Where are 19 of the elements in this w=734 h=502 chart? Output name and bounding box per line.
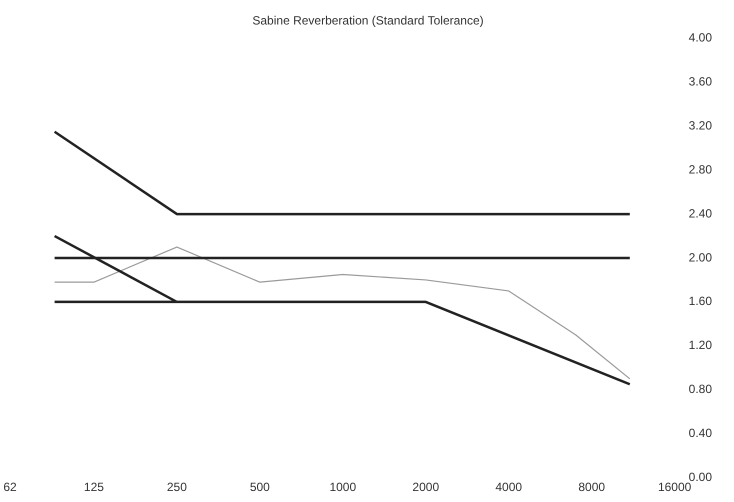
y-tick-label: 1.20 <box>688 338 712 352</box>
x-tick-label: 125 <box>84 480 104 494</box>
y-tick-label: 0.40 <box>688 426 712 440</box>
y-tick-label: 3.20 <box>688 118 712 133</box>
x-tick-label: 500 <box>250 480 270 494</box>
y-tick-label: 1.60 <box>688 294 712 308</box>
chart-title: Sabine Reverberation (Standard Tolerance) <box>252 14 484 28</box>
y-tick-label: 0.80 <box>688 382 712 396</box>
x-tick-label: 2000 <box>412 480 440 494</box>
x-tick-label: 4000 <box>495 480 522 494</box>
x-tick-label: 8000 <box>578 480 606 494</box>
y-tick-label: 2.40 <box>688 206 712 220</box>
x-tick-label: 1000 <box>329 480 356 494</box>
x-tick-label: 250 <box>166 480 188 494</box>
y-tick-label: 2.80 <box>688 162 712 176</box>
x-tick-label: 62 <box>3 480 17 494</box>
y-tick-label: 4.00 <box>688 30 712 45</box>
y-tick-label: 2.00 <box>688 250 712 264</box>
y-tick-label: 3.60 <box>688 74 712 89</box>
